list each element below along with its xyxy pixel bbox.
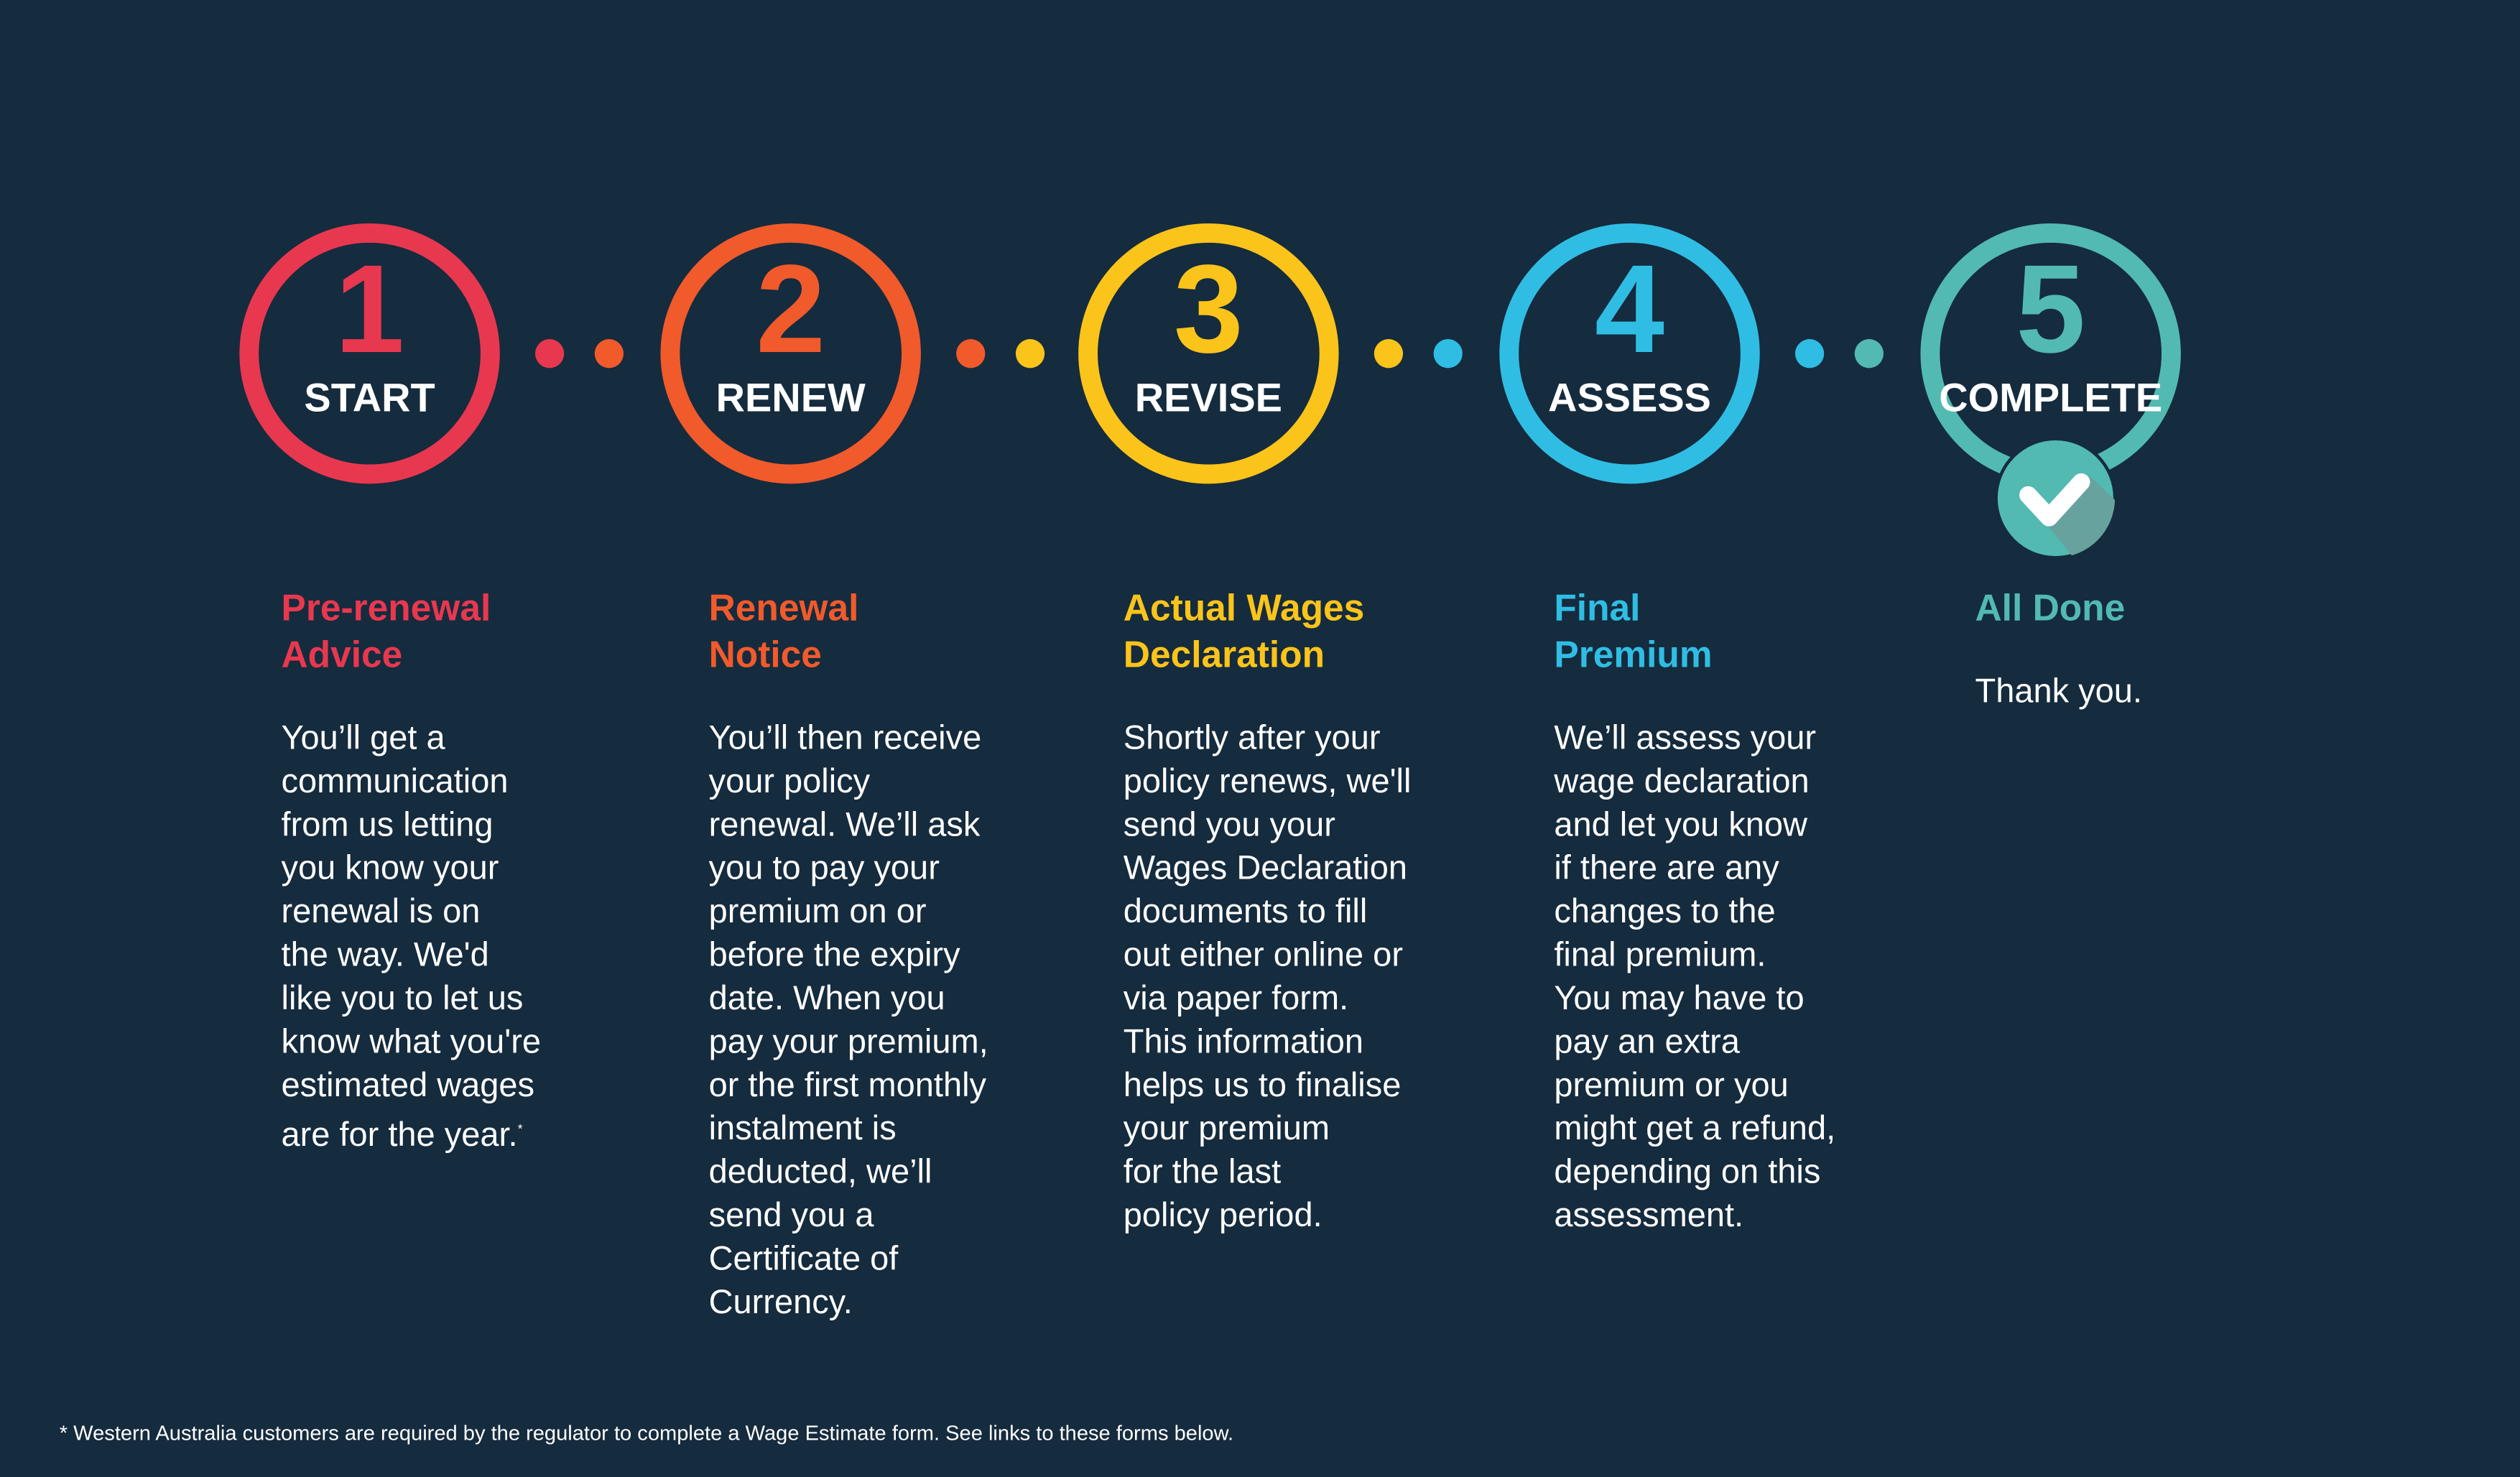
- step-number: 1: [335, 238, 405, 379]
- step-body: You’ll get a communication from us letti…: [281, 720, 542, 1154]
- connector-dot: [1854, 339, 1884, 369]
- step-body: Shortly after your policy renews, we'll …: [1123, 720, 1412, 1235]
- step-label: COMPLETE: [1939, 376, 2163, 422]
- step-label: RENEW: [715, 376, 866, 422]
- step-heading: Final Premium: [1554, 586, 1713, 675]
- step-description: Renewal Notice You’ll then receive your …: [709, 585, 1111, 1324]
- step-body: Thank you.: [1975, 673, 2142, 710]
- step-heading: Pre-renewal Advice: [281, 586, 491, 675]
- step-number: 5: [2016, 238, 2086, 379]
- footnote-marker: *: [517, 1121, 523, 1136]
- step-description: Pre-renewal Advice You’ll get a communic…: [282, 585, 683, 1157]
- step-heading: Renewal Notice: [708, 586, 859, 675]
- connector-dot: [594, 339, 624, 369]
- step-number: 4: [1594, 238, 1665, 379]
- step-body: We’ll assess your wage declaration and l…: [1554, 720, 1836, 1235]
- step-number: 3: [1173, 238, 1243, 379]
- connector-dot: [956, 339, 986, 369]
- step-description: Final Premium We’ll assess your wage dec…: [1554, 585, 1955, 1237]
- connector-dot: [1015, 339, 1045, 369]
- step-label: ASSESS: [1548, 376, 1711, 422]
- step-body: You’ll then receive your policy renewal.…: [708, 720, 988, 1321]
- step-heading: Actual Wages Declaration: [1123, 586, 1365, 675]
- step-description: All Done Thank you.: [1975, 585, 2377, 713]
- step-label: REVISE: [1134, 376, 1282, 422]
- checkmark-icon: [1994, 437, 2117, 560]
- step-heading: All Done: [1975, 586, 2126, 629]
- step-description: Actual Wages Declaration Shortly after y…: [1124, 585, 1525, 1237]
- connector-dot: [1794, 339, 1825, 369]
- connector-dot: [1433, 339, 1463, 369]
- footnote: * Western Australia customers are requir…: [59, 1420, 1234, 1445]
- connector-dot: [534, 339, 565, 369]
- step-label: START: [304, 376, 435, 422]
- connector-dot: [1374, 339, 1404, 369]
- step-number: 2: [756, 238, 826, 379]
